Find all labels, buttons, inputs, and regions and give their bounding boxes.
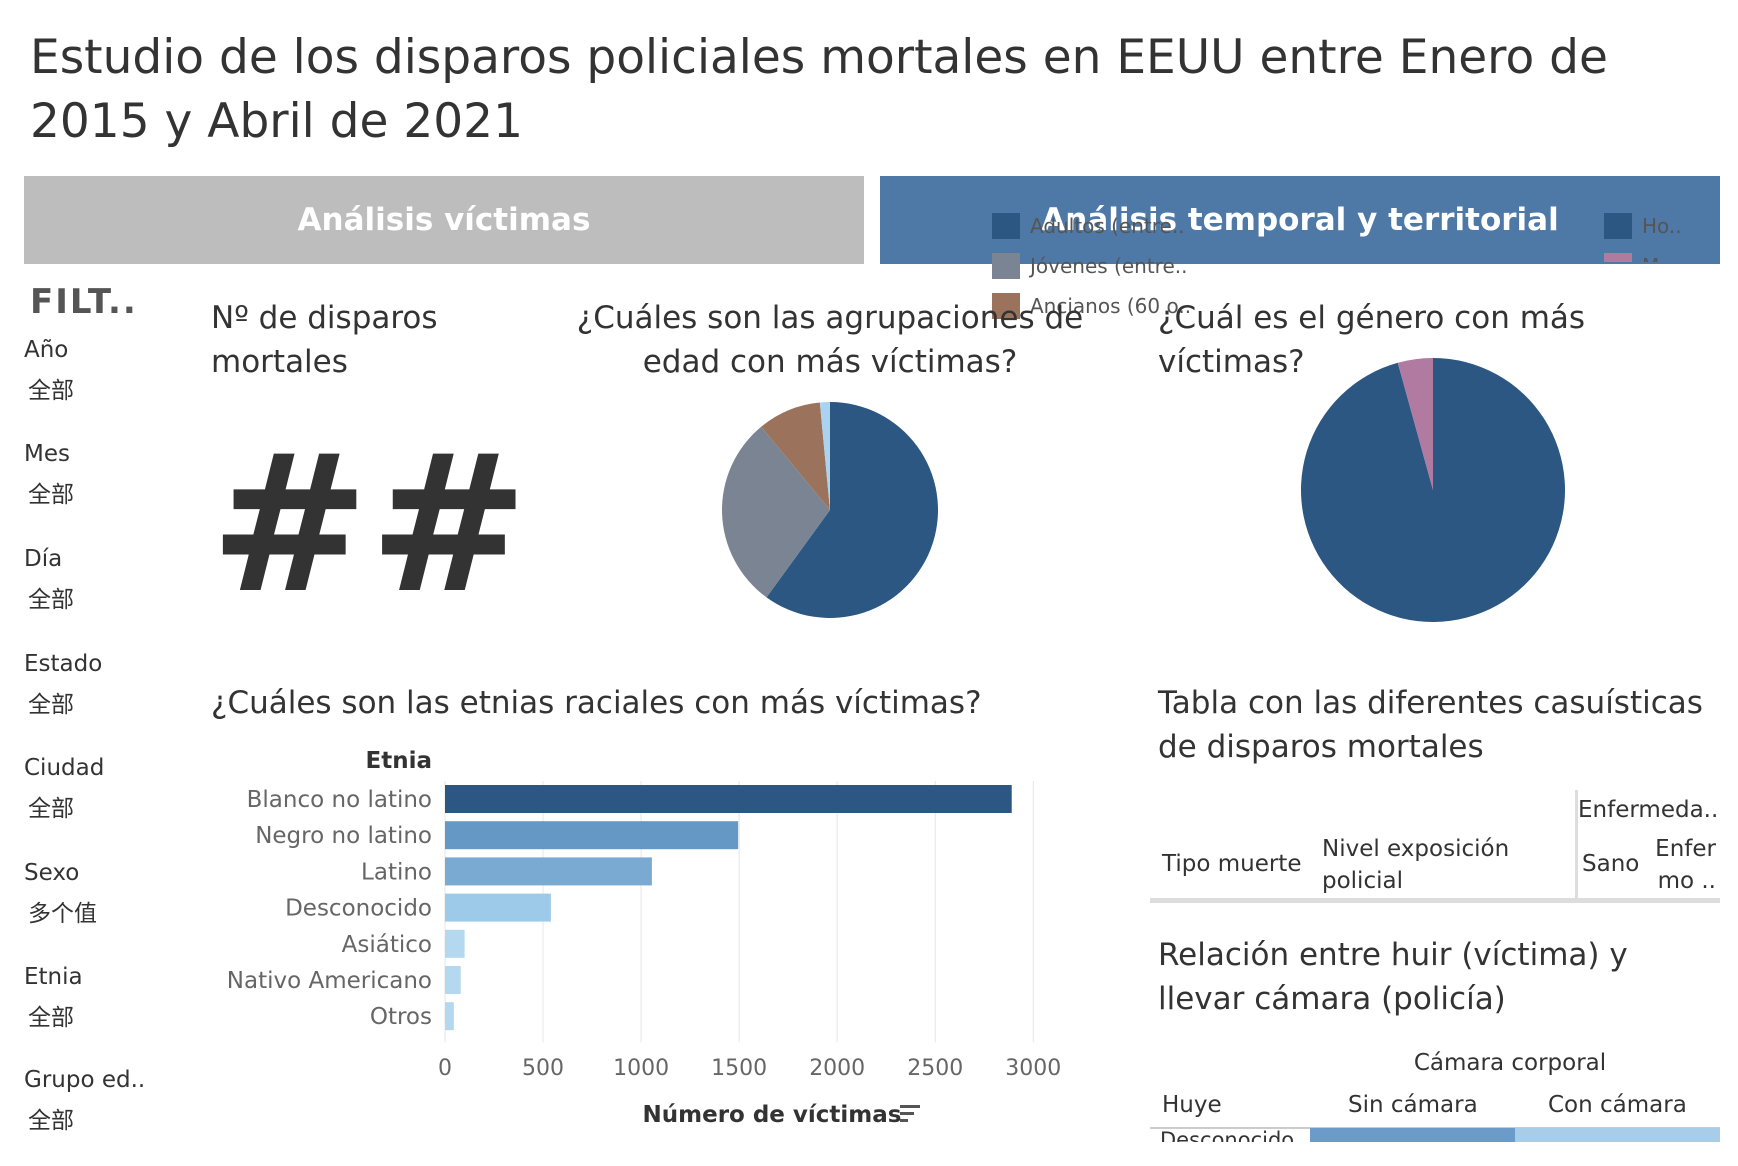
gender-legend-item[interactable]: Ho.. <box>1604 206 1685 246</box>
ethnicity-x-tick: 3000 <box>1005 1056 1061 1081</box>
ethnicity-category-label[interactable]: Desconocido <box>285 896 432 922</box>
col-tipo-muerte[interactable]: Tipo muerte <box>1162 851 1302 877</box>
ethnicity-bar[interactable] <box>445 1002 454 1031</box>
age-pie-chart <box>722 402 938 618</box>
filter-value-dia[interactable]: 全部 <box>28 587 74 613</box>
filter-value-ciudad[interactable]: 全部 <box>28 796 74 822</box>
camera-cell-con <box>1515 1128 1720 1142</box>
ethnicity-bar[interactable] <box>445 857 652 886</box>
ethnicity-x-tick: 2000 <box>809 1056 865 1081</box>
gender-legend-label: Mu.. <box>1642 254 1685 262</box>
ethnicity-category-label[interactable]: Negro no latino <box>255 823 432 849</box>
tab-analisis-victimas[interactable]: Análisis víctimas <box>24 176 864 264</box>
ethnicity-bar-chart: Etnia Número de víctimas 0 500 1000 1500 200… <box>227 748 1062 1128</box>
filter-label-ano: Año <box>24 337 69 363</box>
ethnicity-category-label[interactable]: Asiático <box>342 932 432 958</box>
filter-value-estado[interactable]: 全部 <box>28 692 74 718</box>
filters-title: FILT.. <box>30 282 138 322</box>
gender-legend: Ho.. Mu.. <box>1604 206 1685 262</box>
age-pie-slice-2[interactable] <box>761 402 830 510</box>
camera-row-label: Desconocido <box>1160 1128 1295 1142</box>
age-pie-slice-1[interactable] <box>722 426 830 598</box>
camera-group-header: Cámara corporal <box>1413 1050 1607 1076</box>
age-legend-swatch <box>992 213 1020 239</box>
sort-icon[interactable] <box>900 1105 920 1122</box>
ethnicity-category-label[interactable]: Nativo Americano <box>227 968 432 994</box>
ethnicity-bar[interactable] <box>445 929 465 958</box>
kpi-title: Nº de disparos mortales <box>211 300 438 380</box>
age-chart-title: ¿Cuáles son las agrupaciones de edad con… <box>576 300 1084 380</box>
age-pie-slice-3[interactable] <box>819 402 830 510</box>
filter-label-dia: Día <box>24 546 63 572</box>
filter-label-estado: Estado <box>24 651 103 677</box>
ethnicity-x-axis-label: Número de víctimas <box>643 1102 902 1128</box>
gender-legend-item[interactable]: Mu.. <box>1604 246 1685 262</box>
age-legend: Adultos (entre.. Jóvenes (entre.. Ancian… <box>992 206 1191 326</box>
tab-analisis-temporal[interactable]: Análisis temporal y territorial <box>880 176 1720 264</box>
camera-row-header[interactable]: Huye <box>1162 1092 1222 1118</box>
camera-cell-sin <box>1310 1128 1515 1142</box>
gender-legend-swatch <box>1604 213 1632 239</box>
ethnicity-chart-title: ¿Cuáles son las etnias raciales con más … <box>211 685 982 721</box>
ethnicity-bar[interactable] <box>445 785 1012 813</box>
age-legend-swatch <box>992 293 1020 319</box>
ethnicity-x-tick: 500 <box>522 1056 564 1081</box>
gender-legend-label: Ho.. <box>1642 214 1682 238</box>
filter-value-mes[interactable]: 全部 <box>28 482 74 508</box>
camera-col-sin[interactable]: Sin cámara <box>1348 1092 1478 1118</box>
col-enfermo[interactable]: Enfer mo .. <box>1655 836 1716 894</box>
ethnicity-category-label[interactable]: Latino <box>361 859 432 885</box>
ethnicity-bar[interactable] <box>445 893 551 922</box>
age-legend-label: Adultos (entre.. <box>1030 214 1185 238</box>
ethnicity-x-tick: 2500 <box>907 1056 963 1081</box>
ethnicity-bar[interactable] <box>445 821 739 850</box>
table-divider-horizontal <box>1150 898 1720 903</box>
filter-label-ciudad: Ciudad <box>24 755 105 781</box>
ethnicity-bar[interactable] <box>445 966 461 994</box>
age-legend-label: Ancianos (60 o.. <box>1030 294 1192 318</box>
gender-pie-chart <box>1301 358 1565 622</box>
age-pie-slice-0[interactable] <box>766 402 938 618</box>
age-legend-item[interactable]: Jóvenes (entre.. <box>992 246 1191 286</box>
filter-value-etnia[interactable]: 全部 <box>28 1005 74 1031</box>
filter-label-mes: Mes <box>24 441 70 467</box>
gender-legend-swatch <box>1604 253 1632 262</box>
filter-value-sexo[interactable]: 多个值 <box>28 901 97 927</box>
col-nivel-exposicion[interactable]: Nivel exposición policial <box>1322 836 1510 894</box>
age-legend-swatch <box>992 253 1020 279</box>
camera-title: Relación entre huir (víctima) y llevar c… <box>1158 937 1628 1017</box>
dashboard-title: Estudio de los disparos policiales morta… <box>30 30 1608 149</box>
table-title: Tabla con las diferentes casuísticas de … <box>1158 685 1703 765</box>
filter-value-ano[interactable]: 全部 <box>28 378 74 404</box>
filter-label-etnia: Etnia <box>24 964 83 990</box>
age-legend-label: Jóvenes (entre.. <box>1030 254 1188 278</box>
kpi-value: ## <box>210 414 529 635</box>
age-legend-item[interactable]: Ancianos (60 o.. <box>992 286 1191 326</box>
gender-chart-title: ¿Cuál es el género con más víctimas? <box>1158 300 1586 380</box>
col-enfermedad[interactable]: Enfermeda.. <box>1578 797 1719 823</box>
ethnicity-category-header: Etnia <box>366 748 432 774</box>
ethnicity-x-tick: 1000 <box>613 1056 669 1081</box>
ethnicity-category-label[interactable]: Otros <box>370 1004 432 1030</box>
ethnicity-x-tick: 1500 <box>711 1056 767 1081</box>
ethnicity-x-tick: 0 <box>438 1056 452 1081</box>
filter-label-grupo-edad: Grupo ed.. <box>24 1067 146 1093</box>
filter-label-sexo: Sexo <box>24 860 80 886</box>
col-sano[interactable]: Sano <box>1582 851 1640 877</box>
gender-pie-slice-1[interactable] <box>1397 358 1433 490</box>
table-divider-vertical <box>1575 790 1578 898</box>
ethnicity-category-label[interactable]: Blanco no latino <box>247 787 432 813</box>
filter-value-grupo-edad[interactable]: 全部 <box>28 1108 74 1134</box>
age-legend-item[interactable]: Adultos (entre.. <box>992 206 1191 246</box>
camera-col-con[interactable]: Con cámara <box>1548 1092 1687 1118</box>
